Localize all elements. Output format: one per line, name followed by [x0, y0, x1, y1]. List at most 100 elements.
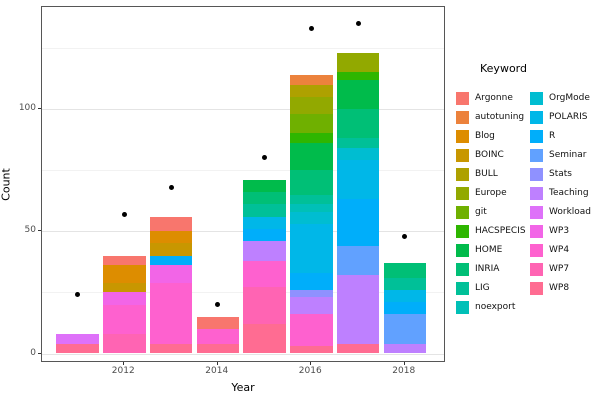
gridline-minor	[42, 170, 444, 172]
y-axis-tick-label: 0	[30, 347, 36, 358]
bar-segment-INRIA-2017	[336, 109, 380, 139]
legend-item-WP4: WP4	[530, 244, 600, 257]
bar-segment-WP7-2015	[243, 287, 286, 325]
bar-segment-LIG-2018	[383, 277, 426, 290]
bar-segment-R-2013	[149, 255, 193, 266]
legend-swatch-Teaching	[530, 187, 543, 200]
legend-swatch-INRIA	[456, 263, 469, 276]
legend-label: Blog	[475, 131, 495, 141]
legend-swatch-LIG	[456, 282, 469, 295]
y-axis-tick	[38, 108, 41, 109]
bar-segment-HOME-2016	[290, 143, 333, 171]
legend-swatch-HACSPECIS	[456, 225, 469, 238]
bar-segment-WP3-2013	[149, 265, 193, 283]
total-point-2014	[215, 302, 221, 308]
legend-label: Argonne	[475, 93, 513, 103]
legend-item-autotuning: autotuning	[456, 111, 530, 124]
bar-segment-LIG-2017	[336, 138, 380, 149]
legend-swatch-autotuning	[456, 111, 469, 124]
bar-segment-WP8-2013	[149, 343, 193, 354]
legend-swatch-BOINC	[456, 149, 469, 162]
bar-segment-WP8-2014	[196, 343, 239, 354]
total-point-2015	[262, 155, 267, 161]
legend-item-noexport: noexport	[456, 301, 530, 314]
x-axis-tick	[310, 362, 312, 365]
legend-label: autotuning	[475, 112, 525, 122]
legend-item-Seminar: Seminar	[530, 149, 600, 162]
bar-segment-INRIA-2015	[243, 192, 286, 205]
x-axis-tick-label: 2014	[205, 366, 229, 376]
legend-label: BULL	[475, 169, 498, 179]
total-point-2013	[168, 184, 174, 190]
bar-segment-OrgMode-2017	[336, 148, 380, 161]
bar-segment-Seminar-2017	[336, 245, 380, 276]
bar-segment-Argonne-2014	[196, 316, 239, 330]
legend-label: HOME	[475, 245, 503, 255]
legend-item-R: R	[530, 130, 600, 143]
plot-panel	[41, 6, 445, 362]
legend-swatch-Seminar	[530, 149, 543, 162]
legend-label: Workload	[549, 207, 592, 217]
bar-segment-autotuning-2016	[290, 74, 333, 85]
bar-segment-Europe-2017	[336, 52, 380, 73]
x-axis-tick-label: 2016	[298, 366, 322, 376]
bar-segment-Teaching-2016	[290, 297, 333, 315]
legend-item-BOINC: BOINC	[456, 149, 530, 162]
legend-item-POLARIS: POLARIS	[530, 111, 600, 124]
legend-item-Blog: Blog	[456, 130, 530, 143]
legend-label: noexport	[475, 302, 516, 312]
bar-segment-BOINC-2013	[149, 243, 193, 256]
legend-swatch-R	[530, 130, 543, 143]
legend-swatch-WP3	[530, 225, 543, 238]
bar-segment-Workload-2011	[56, 333, 99, 344]
bar-segment-HOME-2017	[336, 79, 380, 109]
bar-segment-POLARIS-2015	[243, 216, 286, 229]
gridline-major	[42, 231, 444, 233]
y-axis-tick-label: 50	[24, 225, 36, 236]
legend-swatch-WP8	[530, 282, 543, 295]
legend-swatch-git	[456, 206, 469, 219]
legend-label: WP4	[549, 245, 570, 255]
bar-segment-POLARIS-2018	[383, 289, 426, 303]
legend-item-WP3: WP3	[530, 225, 600, 238]
bar-segment-INRIA-2016	[290, 170, 333, 195]
bar-segment-WP4-2016	[290, 314, 333, 347]
y-axis-tick	[38, 352, 41, 354]
legend-label: HACSPECIS	[475, 226, 526, 236]
legend-item-Argonne: Argonne	[456, 92, 530, 105]
legend-swatch-Workload	[530, 206, 543, 219]
legend-label: Stats	[549, 169, 572, 179]
bar-segment-WP8-2016	[290, 346, 333, 354]
bar-segment-R-2018	[383, 302, 426, 315]
legend-label: BOINC	[475, 150, 504, 160]
gridline-minor	[42, 292, 444, 294]
total-point-2018	[402, 233, 408, 239]
legend-label: POLARIS	[549, 112, 588, 122]
bar-segment-LIG-2016	[290, 194, 333, 205]
bar-segment-POLARIS-2017	[336, 160, 380, 200]
gridline-major	[42, 109, 444, 110]
legend-swatch-BULL	[456, 168, 469, 181]
y-axis-tick	[38, 230, 41, 232]
legend-item-WP7: WP7	[530, 263, 600, 276]
bar-segment-LIG-2015	[243, 204, 286, 217]
bar-segment-WP4-2014	[196, 329, 239, 344]
bar-segment-WP3-2012	[103, 292, 146, 305]
bar-segment-WP8-2015	[243, 324, 286, 354]
bar-segment-Teaching-2015	[243, 241, 286, 261]
bar-segment-POLARIS-2016	[290, 223, 333, 273]
bar-segment-Blog-2012	[103, 265, 146, 283]
legend-swatch-Europe	[456, 187, 469, 200]
bar-segment-INRIA-2018	[383, 263, 426, 278]
legend-label: WP7	[549, 264, 570, 274]
legend-label: git	[475, 207, 487, 217]
bar-segment-Argonne-2013	[149, 216, 193, 232]
bar-segment-noexport-2016	[290, 204, 333, 212]
y-axis-title: Count	[0, 168, 13, 201]
x-axis-title: Year	[231, 381, 255, 394]
legend-swatch-POLARIS	[530, 111, 543, 124]
x-axis-tick-label: 2018	[392, 366, 416, 376]
bar-segment-HACSPECIS-2016	[290, 133, 333, 144]
legend-item-OrgMode: OrgMode	[530, 92, 600, 105]
legend-label: INRIA	[475, 264, 500, 274]
